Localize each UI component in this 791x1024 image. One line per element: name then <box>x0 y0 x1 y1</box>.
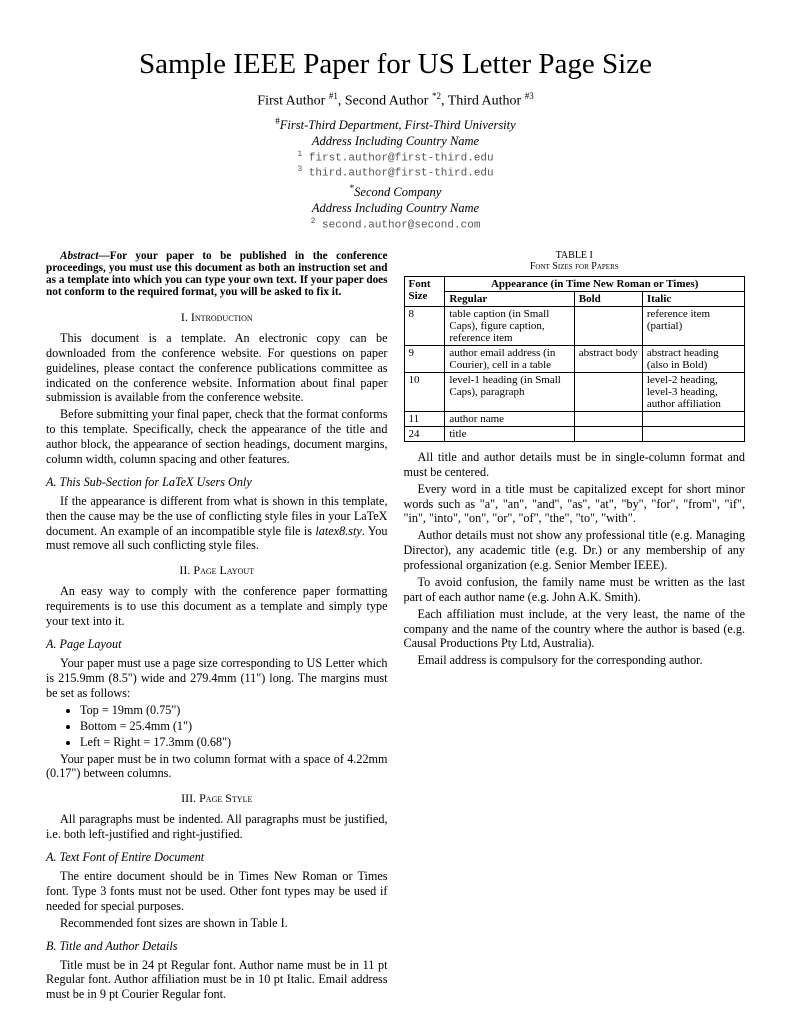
para-3: If the appearance is different from what… <box>46 494 388 554</box>
abstract-label: Abstract <box>60 250 99 262</box>
email-2: 2 second.author@second.com <box>46 217 745 232</box>
aff1-line2: Address Including Country Name <box>46 134 745 149</box>
para-14: To avoid confusion, the family name must… <box>404 575 746 605</box>
para-11: All title and author details must be in … <box>404 450 746 480</box>
para-15: Each affiliation must include, at the ve… <box>404 607 746 652</box>
table-row: 10 level-1 heading (in Small Caps), para… <box>404 372 745 411</box>
para-5: Your paper must use a page size correspo… <box>46 656 388 701</box>
subsection-3a: A. Text Font of Entire Document <box>46 850 388 865</box>
author-3: , Third Author <box>441 94 525 109</box>
author-1-sup: #1 <box>329 91 338 101</box>
para-6: Your paper must be in two column format … <box>46 752 388 782</box>
table-row: 8 table caption (in Small Caps), figure … <box>404 306 745 345</box>
aff2-line1: Second Company <box>354 185 441 199</box>
abstract: Abstract—For your paper to be published … <box>46 250 388 298</box>
aff2-line2: Address Including Country Name <box>46 201 745 216</box>
th-regular: Regular <box>445 291 574 306</box>
para-10: Title must be in 24 pt Regular font. Aut… <box>46 958 388 1003</box>
th-appearance: Appearance (in Time New Roman or Times) <box>445 276 745 291</box>
email-3: 3 third.author@first-third.edu <box>46 165 745 180</box>
para-16: Email address is compulsory for the corr… <box>404 653 746 668</box>
table-row: 11 author name <box>404 411 745 426</box>
margin-list: Top = 19mm (0.75") Bottom = 25.4mm (1") … <box>80 703 388 750</box>
section-2-heading: II. Page Layout <box>46 563 388 578</box>
author-2: , Second Author <box>338 94 432 109</box>
table-caption: TABLE I Font Sizes for Papers <box>404 250 746 272</box>
margin-top: Top = 19mm (0.75") <box>80 703 388 718</box>
affiliation-2: *Second Company <box>46 183 745 200</box>
para-4: An easy way to comply with the conferenc… <box>46 584 388 629</box>
para-9: Recommended font sizes are shown in Tabl… <box>46 916 388 931</box>
margin-lr: Left = Right = 17.3mm (0.68") <box>80 735 388 750</box>
para-1: This document is a template. An electron… <box>46 331 388 405</box>
section-1-heading: I. Introduction <box>46 310 388 325</box>
author-2-sup: *2 <box>432 91 441 101</box>
margin-bottom: Bottom = 25.4mm (1") <box>80 719 388 734</box>
table-row: 9 author email address (in Courier), cel… <box>404 345 745 372</box>
para-13: Author details must not show any profess… <box>404 528 746 573</box>
subsection-1a: A. This Sub-Section for LaTeX Users Only <box>46 475 388 490</box>
para-2: Before submitting your final paper, chec… <box>46 407 388 467</box>
subsection-2a: A. Page Layout <box>46 637 388 652</box>
aff1-line1: First-Third Department, First-Third Univ… <box>280 118 516 132</box>
paper-title: Sample IEEE Paper for US Letter Page Siz… <box>46 48 745 81</box>
email-1: 1 first.author@first-third.edu <box>46 150 745 165</box>
subsection-3b: B. Title and Author Details <box>46 939 388 954</box>
author-1: First Author <box>257 94 329 109</box>
para-8: The entire document should be in Times N… <box>46 869 388 914</box>
th-font-size: FontSize <box>404 276 445 306</box>
para-12: Every word in a title must be capitalize… <box>404 482 746 527</box>
th-bold: Bold <box>574 291 642 306</box>
header-block: Sample IEEE Paper for US Letter Page Siz… <box>46 48 745 232</box>
table-row: 24 title <box>404 426 745 441</box>
th-italic: Italic <box>642 291 744 306</box>
affiliation-1: #First-Third Department, First-Third Uni… <box>46 116 745 133</box>
para-7: All paragraphs must be indented. All par… <box>46 812 388 842</box>
two-column-body: Abstract—For your paper to be published … <box>46 250 745 1014</box>
section-3-heading: III. Page Style <box>46 791 388 806</box>
font-sizes-table: FontSize Appearance (in Time New Roman o… <box>404 276 746 442</box>
author-3-sup: #3 <box>525 91 534 101</box>
author-line: First Author #1, Second Author *2, Third… <box>46 91 745 110</box>
